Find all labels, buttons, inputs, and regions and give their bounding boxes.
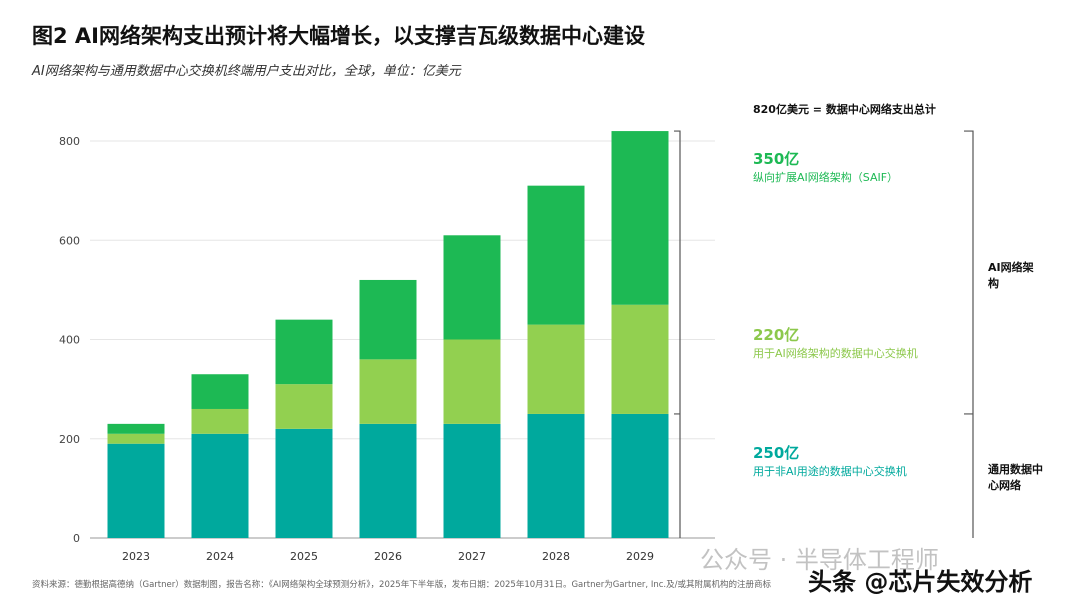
group-ai-label: AI网络架构: [988, 261, 1034, 290]
x-tick-label: 2023: [122, 550, 150, 563]
y-tick-label: 800: [59, 135, 80, 148]
bar-segment: [359, 359, 417, 424]
total-annotation: 820亿美元 = 数据中心网络支出总计: [753, 103, 936, 116]
saif-value: 350亿: [753, 150, 800, 168]
bar-segment: [107, 433, 165, 444]
bar-segment: [359, 279, 417, 360]
bar-segment: [443, 339, 501, 424]
watermark-wechat: 公众号 · 半导体工程师: [700, 546, 939, 574]
group-general-label: 通用数据中心网络: [988, 463, 1043, 492]
ai-switch-label: 用于AI网络架构的数据中心交换机: [753, 347, 918, 360]
x-tick-label: 2029: [626, 550, 654, 563]
general-label: 用于非AI用途的数据中心交换机: [753, 465, 907, 478]
general-value: 250亿: [753, 444, 800, 462]
x-tick-label: 2024: [206, 550, 234, 563]
ai-switch-annotation: 220亿 用于AI网络架构的数据中心交换机: [753, 324, 918, 361]
bar-segment: [107, 423, 165, 434]
x-tick-label: 2026: [374, 550, 402, 563]
bar-segment: [611, 304, 669, 414]
y-tick-label: 400: [59, 334, 80, 347]
bar-segment: [443, 235, 501, 340]
bar-segment: [443, 423, 501, 538]
footnote: 资料来源：德勤根据高德纳（Gartner）数据制图，报告名称：《AI网络架构全球…: [32, 580, 771, 590]
bar-segment: [191, 433, 249, 538]
y-tick-label: 200: [59, 433, 80, 446]
general-annotation: 250亿 用于非AI用途的数据中心交换机: [753, 442, 907, 479]
bar-segment: [191, 408, 249, 434]
x-tick-label: 2028: [542, 550, 570, 563]
y-tick-label: 600: [59, 234, 80, 247]
right-bracket: [964, 130, 974, 538]
bar-segment: [191, 374, 249, 409]
x-tick-label: 2025: [290, 550, 318, 563]
bar-segment: [275, 428, 333, 538]
chart-title: 图2 AI网络架构支出预计将大幅增长，以支撑吉瓦级数据中心建设: [32, 24, 645, 48]
saif-label: 纵向扩展AI网络架构（SAIF）: [753, 171, 899, 184]
bar-segment: [527, 185, 585, 325]
ai-switch-value: 220亿: [753, 326, 800, 344]
bar-segment: [275, 319, 333, 385]
left-bracket: [674, 130, 681, 538]
watermark-toutiao: 头条 @芯片失效分析: [808, 568, 1033, 596]
chart-subtitle: AI网络架构与通用数据中心交换机终端用户支出对比，全球，单位：亿美元: [32, 64, 461, 79]
bar-segment: [527, 324, 585, 414]
bar-segment: [527, 413, 585, 538]
y-tick-label: 0: [73, 532, 80, 545]
bar-segment: [611, 413, 669, 538]
x-tick-label: 2027: [458, 550, 486, 563]
saif-annotation: 350亿 纵向扩展AI网络架构（SAIF）: [753, 148, 898, 185]
bar-segment: [107, 443, 165, 538]
bar-segment: [611, 131, 669, 305]
bar-segment: [359, 423, 417, 538]
bar-segment: [275, 384, 333, 429]
